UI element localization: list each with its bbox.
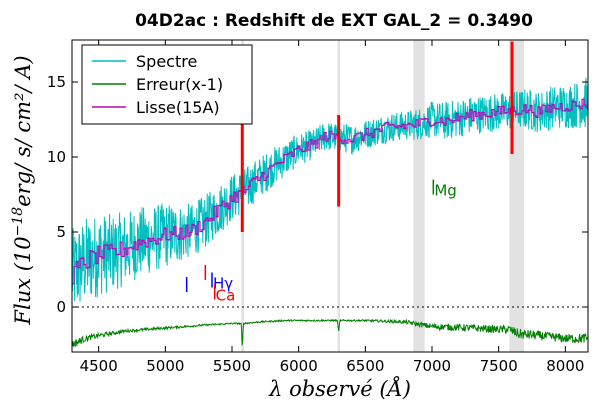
y-axis-ticks: 0 5 10 15: [47, 73, 588, 316]
shaded-bands: [241, 40, 524, 352]
plot-frame: [71, 39, 589, 353]
y-tick-label-2: 10: [47, 148, 66, 166]
x-tick-label-1: 5000: [146, 357, 184, 375]
line-marker-label-4: Mg: [434, 182, 456, 200]
line-marker-label-3: Ca: [216, 287, 236, 305]
y-tick-label-3: 15: [47, 73, 66, 91]
y-axis-label-suffix: erg/ s/ cm²/ A): [11, 55, 35, 206]
legend-label-0: Spectre: [136, 52, 197, 71]
series-spectre-line: [72, 77, 588, 302]
series-lisse-line: [72, 98, 588, 285]
x-axis-ticks: 4500 5000 5500 6000 6500 7000 7500 8000: [80, 40, 584, 375]
x-tick-label-2: 5500: [213, 357, 251, 375]
legend-label-1: Erreur(x-1): [136, 75, 223, 94]
y-axis-label-exponent: −18: [10, 207, 26, 237]
legend: Spectre Erreur(x-1) Lisse(15A): [81, 44, 253, 125]
x-axis-label: λ observé (Å): [268, 376, 411, 400]
x-tick-label-6: 7500: [480, 357, 518, 375]
shaded-band-2: [413, 40, 425, 352]
x-tick-label-7: 8000: [546, 357, 584, 375]
y-axis-label-prefix: Flux (10: [11, 236, 35, 325]
line-marker-label-2: Hγ: [213, 275, 233, 293]
x-tick-label-4: 6500: [346, 357, 384, 375]
y-tick-label-1: 5: [56, 223, 66, 241]
series-erreur-line: [72, 318, 588, 349]
chart-title: 04D2ac : Redshift de EXT GAL_2 = 0.3490: [135, 11, 533, 31]
x-tick-label-0: 4500: [80, 357, 118, 375]
sky-lines: [240, 41, 514, 232]
legend-label-2: Lisse(15A): [136, 98, 220, 117]
x-tick-label-3: 6000: [280, 357, 318, 375]
y-axis-label: Flux (10−18erg/ s/ cm²/ A): [10, 55, 35, 325]
y-tick-label-0: 0: [56, 298, 66, 316]
x-tick-label-5: 7000: [413, 357, 451, 375]
